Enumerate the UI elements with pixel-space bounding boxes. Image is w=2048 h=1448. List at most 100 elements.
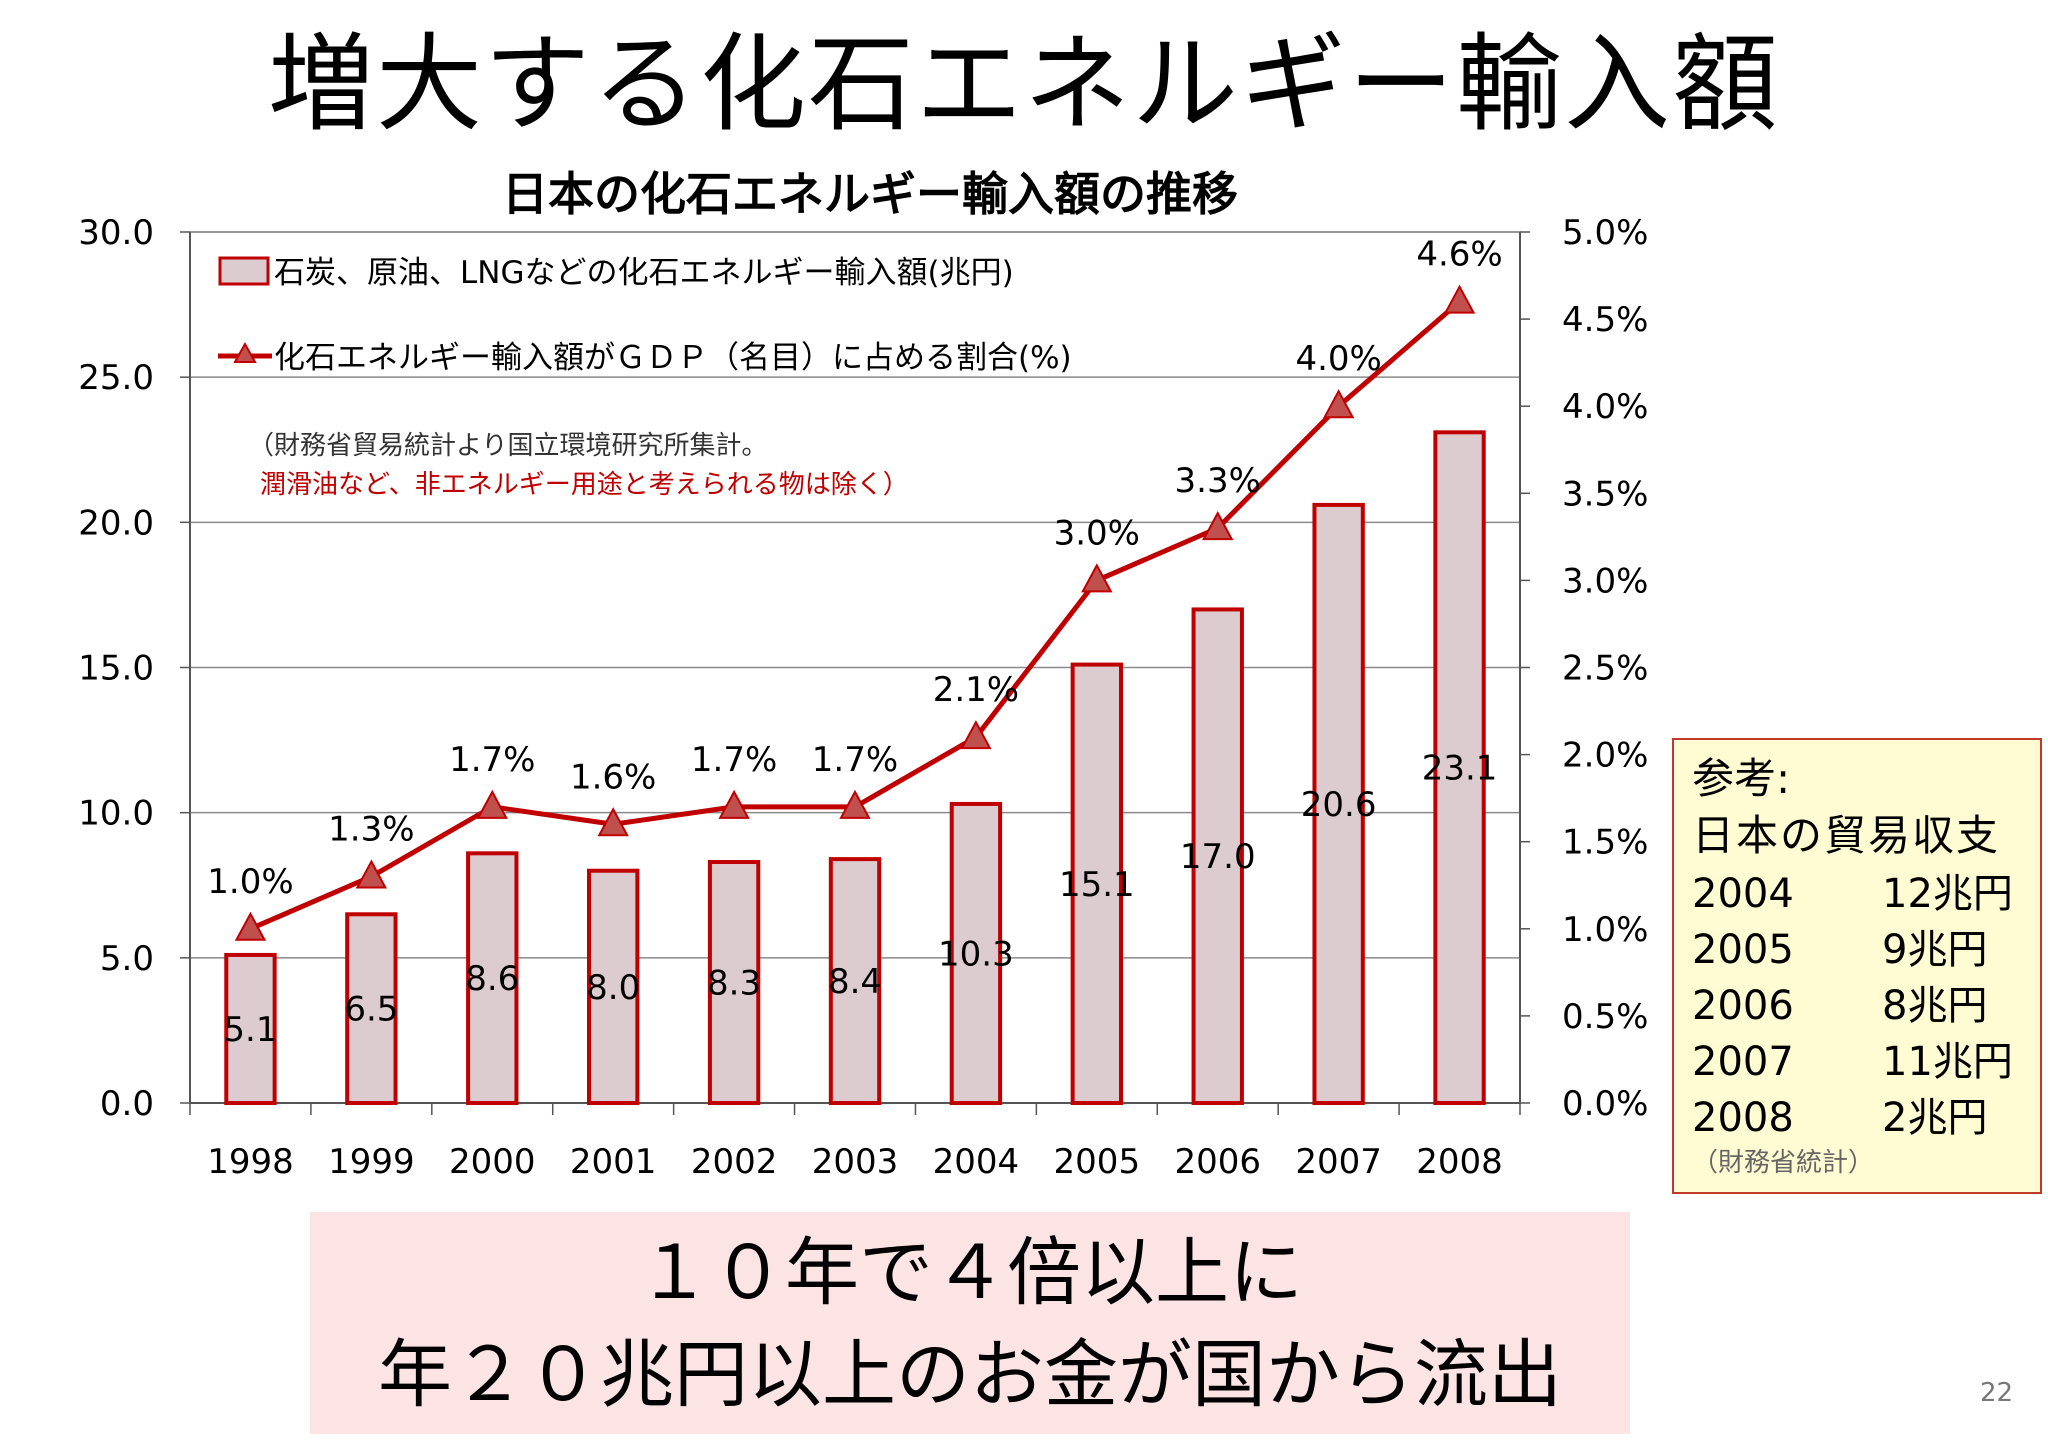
y-left-tick-label: 20.0 (78, 503, 154, 543)
note-line-2: 潤滑油など、非エネルギー用途と考えられる物は除く） (260, 470, 909, 500)
y-right-tick-label: 3.0% (1562, 561, 1648, 601)
y-right-tick-label: 0.5% (1562, 997, 1648, 1037)
x-tick-label: 2002 (691, 1142, 778, 1182)
line-marker (960, 720, 992, 750)
line-value-label: 3.0% (1054, 513, 1140, 553)
x-tick-label: 2006 (1174, 1142, 1261, 1182)
reference-year: 2005 (1692, 927, 1794, 973)
bar (345, 912, 398, 1105)
x-tick-label: 2005 (1054, 1142, 1141, 1182)
reference-value: 2兆円 (1882, 1095, 1988, 1141)
reference-row: 2005 9兆円 (1692, 922, 2022, 978)
bar-value-label: 23.1 (1422, 749, 1498, 789)
bar (707, 860, 761, 1105)
reference-value: 12兆円 (1882, 871, 2013, 917)
legend-bar-label: 石炭、原油、LNGなどの化石エネルギー輸入額(兆円) (274, 255, 1014, 291)
line-value-label: 1.3% (328, 810, 414, 850)
bar-value-label: 8.6 (465, 959, 519, 999)
y-right-tick-label: 5.0% (1562, 213, 1648, 253)
gdp-share-line (249, 299, 1462, 932)
y-left-tick-label: 5.0 (100, 939, 154, 979)
conclusion-line-2: 年２０兆円以上のお金が国から流出 (378, 1332, 1562, 1418)
line-marker (1081, 563, 1113, 593)
x-tick-label: 2001 (570, 1142, 657, 1182)
line-value-label: 1.7% (691, 740, 777, 780)
line-value-label: 2.1% (933, 670, 1019, 710)
line-value-label: 4.0% (1295, 339, 1381, 379)
x-tick-label: 1999 (328, 1142, 415, 1182)
bar-value-label: 10.3 (938, 934, 1014, 974)
chart-title: 日本の化石エネルギー輸入額の推移 (502, 167, 1238, 221)
x-tick-label: 1998 (207, 1142, 294, 1182)
y-left-tick-label: 25.0 (78, 358, 154, 398)
reference-year: 2008 (1692, 1095, 1794, 1141)
y-left-tick-label: 30.0 (78, 213, 154, 253)
legend-bar-swatch (218, 256, 270, 286)
reference-year: 2007 (1692, 1039, 1794, 1085)
chart-note: （財務省貿易統計より国立環境研究所集計。 潤滑油など、非エネルギー用途と考えられ… (248, 431, 909, 500)
y-axis-left: 0.0 5.0 10.0 15.0 20.0 25.0 30.0 (78, 213, 154, 1124)
bar (1312, 502, 1365, 1105)
y-left-tick-label: 10.0 (78, 794, 154, 834)
y-axis-right: 0.0% 0.5% 1.0% 1.5% 2.0% 2.5% 3.0% 3.5% 4.0% 4.5%… (1562, 213, 1648, 1124)
x-tick-label: 2003 (812, 1142, 899, 1182)
y-left-tick-label: 0.0 (100, 1084, 154, 1124)
y-right-tick-label: 2.0% (1562, 736, 1648, 776)
legend-line-label: 化石エネルギー輸入額がＧＤＰ（名目）に占める割合(%) (274, 340, 1072, 376)
reference-row: 2007 11兆円 (1692, 1034, 2022, 1090)
reference-value: 9兆円 (1882, 927, 1988, 973)
reference-year: 2004 (1692, 871, 1794, 917)
bar-value-labels: 5.1 6.5 8.6 8.0 8.3 8.4 10.3 15.1 17.0 20.6 23.1 (223, 749, 1497, 1050)
y-right-tick-label: 4.0% (1562, 387, 1648, 427)
y-right-tick-label: 0.0% (1562, 1084, 1648, 1124)
reference-source: （財務省統計） (1692, 1148, 1875, 1178)
y-left-tick-label: 15.0 (78, 649, 154, 689)
line-marker (718, 789, 750, 819)
note-line-1: （財務省貿易統計より国立環境研究所集計。 (248, 431, 767, 461)
y-right-tick-label: 2.5% (1562, 649, 1648, 689)
bar (466, 851, 519, 1106)
line-marker (839, 789, 871, 819)
x-tick-label: 2004 (933, 1142, 1020, 1182)
line-value-label: 3.3% (1175, 461, 1261, 501)
bar-value-label: 5.1 (223, 1010, 277, 1050)
legend: 石炭、原油、LNGなどの化石エネルギー輸入額(兆円) 化石エネルギー輸入額がＧＤ… (218, 255, 1072, 376)
conclusion-box: １０年で４倍以上に 年２０兆円以上のお金が国から流出 (310, 1212, 1630, 1434)
bar (587, 868, 640, 1105)
reference-row: 2008 2兆円 (1692, 1090, 2022, 1146)
bar (828, 857, 882, 1105)
bar (1191, 607, 1244, 1105)
line-marker (355, 859, 388, 889)
reference-year: 2006 (1692, 983, 1794, 1029)
x-tick-label: 2008 (1416, 1142, 1503, 1182)
line-value-label: 1.7% (449, 740, 535, 780)
bar (949, 801, 1003, 1105)
line-marker (1443, 284, 1476, 314)
bar (1433, 430, 1486, 1105)
reference-heading: 参考: (1692, 754, 1791, 803)
bar (224, 952, 277, 1105)
x-tick-label: 2000 (449, 1142, 536, 1182)
bar (1070, 662, 1123, 1105)
bar-value-label: 20.6 (1301, 785, 1377, 825)
x-tick-label: 2007 (1295, 1142, 1382, 1182)
x-axis: 1998 1999 2000 2001 2002 2003 2004 2005 2006 2007… (207, 1142, 1503, 1182)
bar-value-label: 17.0 (1180, 837, 1256, 877)
y-right-tick-label: 1.5% (1562, 823, 1648, 863)
y-right-tick-label: 3.5% (1562, 474, 1648, 514)
line-marker (476, 789, 508, 819)
line-value-label: 1.7% (812, 740, 898, 780)
reference-box: 参考: 日本の貿易収支 2004 12兆円 2005 9兆円 2006 8兆円 2007 11… (1672, 738, 2042, 1194)
reference-row: 2004 12兆円 (1692, 866, 2022, 922)
bar-value-label: 15.1 (1059, 865, 1135, 905)
legend-line-marker (233, 341, 257, 363)
line-marker (1322, 389, 1355, 419)
conclusion-line-1: １０年で４倍以上に (637, 1230, 1303, 1316)
bar-value-label: 8.0 (586, 968, 640, 1008)
bar-value-label: 8.4 (828, 962, 882, 1002)
slide-title: 増大する化石エネルギー輸入額 (268, 23, 1780, 146)
bar-series (224, 430, 1486, 1106)
line-value-label: 1.6% (570, 757, 656, 797)
y-right-tick-label: 1.0% (1562, 910, 1648, 950)
line-marker (1202, 511, 1234, 541)
